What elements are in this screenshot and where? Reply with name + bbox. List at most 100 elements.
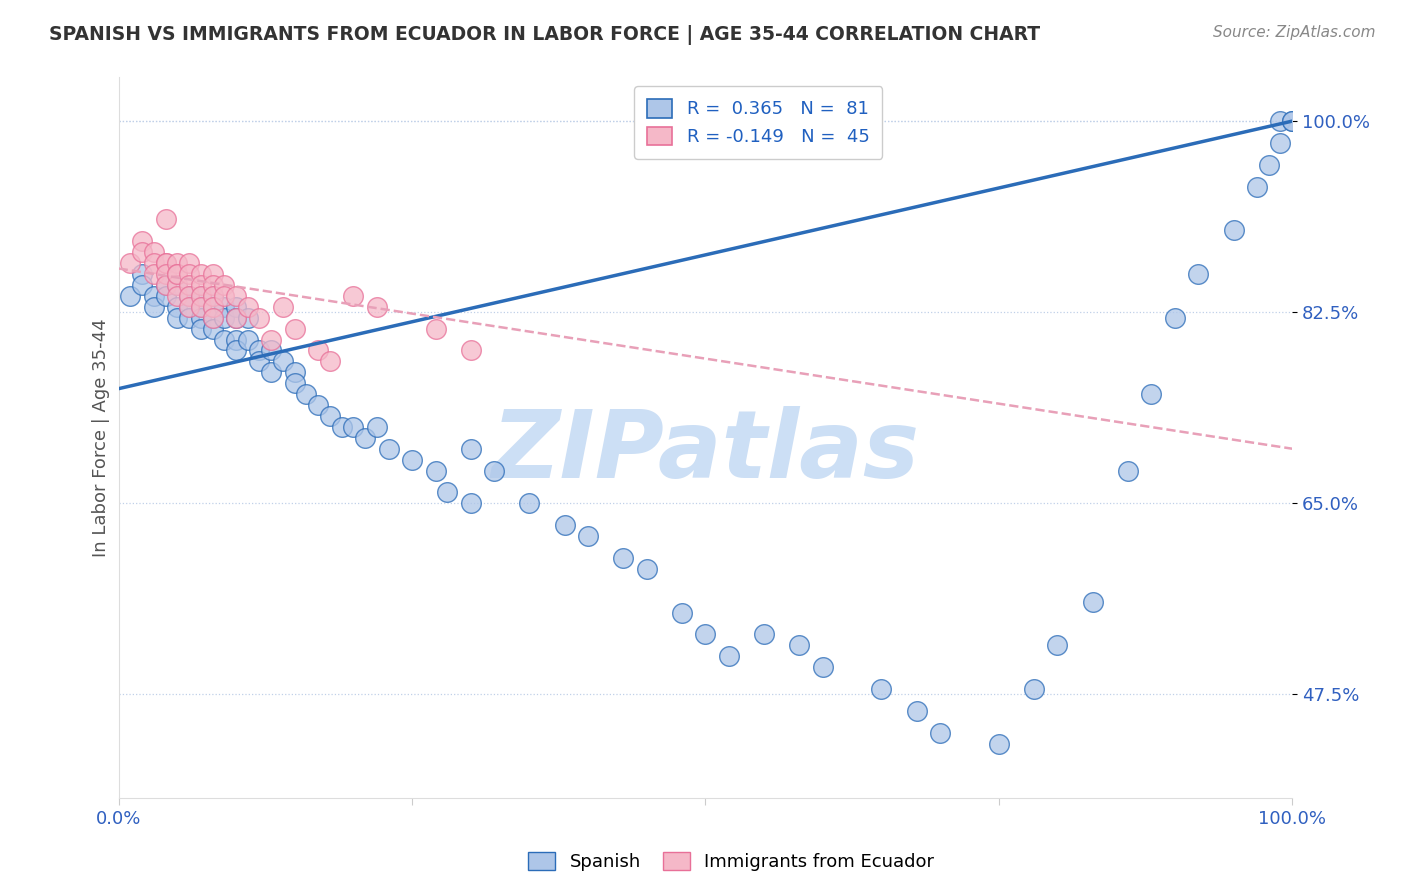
Point [190,300,212,314]
Point [284,376,307,391]
Point [260,365,283,379]
Point [190,289,212,303]
Y-axis label: In Labor Force | Age 35-44: In Labor Force | Age 35-44 [93,318,110,558]
Text: Source: ZipAtlas.com: Source: ZipAtlas.com [1212,25,1375,40]
Point [201,289,224,303]
Point [249,354,271,368]
Point [401,452,423,467]
Point [177,310,200,325]
Point [142,267,165,281]
Point [870,681,893,696]
Point [987,737,1010,751]
Point [636,562,658,576]
Point [284,365,307,379]
Point [166,256,188,270]
Point [1140,387,1163,401]
Point [307,398,329,412]
Point [214,277,236,292]
Point [236,300,259,314]
Point [214,333,236,347]
Point [1270,114,1292,128]
Point [271,300,294,314]
Point [166,277,188,292]
Point [249,310,271,325]
Point [307,343,329,358]
Point [295,387,318,401]
Point [177,289,200,303]
Point [155,277,177,292]
Point [177,267,200,281]
Point [155,212,177,227]
Point [1081,594,1104,608]
Point [482,464,505,478]
Point [425,464,447,478]
Point [201,289,224,303]
Point [342,420,364,434]
Point [120,256,142,270]
Point [330,420,353,434]
Point [190,267,212,281]
Point [260,343,283,358]
Point [425,321,447,335]
Point [142,289,165,303]
Point [377,442,399,456]
Point [319,354,342,368]
Point [1281,114,1303,128]
Point [214,310,236,325]
Legend: Spanish, Immigrants from Ecuador: Spanish, Immigrants from Ecuador [520,845,942,879]
Point [131,234,153,248]
Point [225,289,247,303]
Point [811,660,834,674]
Point [166,267,188,281]
Point [1246,179,1268,194]
Point [166,267,188,281]
Point [155,256,177,270]
Point [142,300,165,314]
Point [366,420,388,434]
Point [460,496,482,510]
Point [177,300,200,314]
Point [225,343,247,358]
Point [155,277,177,292]
Point [576,529,599,543]
Point [201,300,224,314]
Point [201,321,224,335]
Point [201,277,224,292]
Legend: R =  0.365   N =  81, R = -0.149   N =  45: R = 0.365 N = 81, R = -0.149 N = 45 [634,87,882,159]
Point [225,333,247,347]
Point [201,300,224,314]
Point [695,627,717,641]
Point [717,649,740,664]
Point [155,289,177,303]
Point [225,300,247,314]
Point [225,310,247,325]
Point [236,310,259,325]
Point [236,333,259,347]
Point [1257,158,1279,172]
Point [260,333,283,347]
Point [1281,114,1303,128]
Point [177,277,200,292]
Point [905,704,928,718]
Point [201,310,224,325]
Point [155,256,177,270]
Point [190,300,212,314]
Point [177,289,200,303]
Point [225,310,247,325]
Point [436,485,458,500]
Point [201,267,224,281]
Point [1187,267,1209,281]
Point [166,310,188,325]
Point [671,606,693,620]
Point [1164,310,1187,325]
Point [166,300,188,314]
Point [612,550,634,565]
Point [166,289,188,303]
Point [131,277,153,292]
Point [249,343,271,358]
Point [1270,136,1292,150]
Point [142,256,165,270]
Point [190,289,212,303]
Point [120,289,142,303]
Point [190,310,212,325]
